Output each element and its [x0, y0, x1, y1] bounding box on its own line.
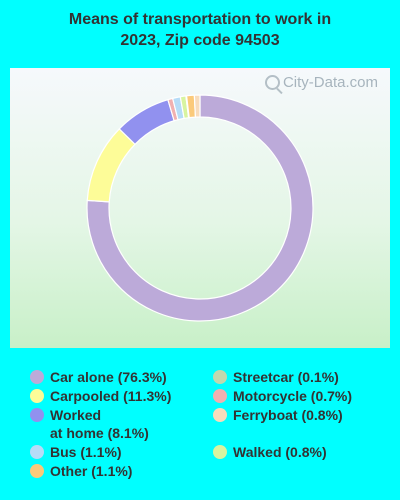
legend-swatch [30, 370, 44, 384]
donut-slice-car-alone [86, 94, 314, 322]
legend-swatch [213, 408, 227, 422]
chart-title: Means of transportation to work in 2023,… [0, 9, 400, 51]
legend-item: Worked at home (8.1%) [30, 406, 149, 442]
legend-item: Car alone (76.3%) [30, 368, 167, 386]
legend-item: Carpooled (11.3%) [30, 387, 171, 405]
donut-slice-carpooled [86, 128, 136, 203]
legend-label: Streetcar (0.1%) [233, 369, 339, 385]
legend-label: Ferryboat (0.8%) [233, 407, 343, 423]
legend-label: Other (1.1%) [50, 463, 133, 479]
donut-slice-ferryboat [193, 94, 201, 118]
legend-swatch [30, 464, 44, 478]
legend-label: Bus (1.1%) [50, 444, 122, 460]
legend-swatch [30, 445, 44, 459]
legend-label: Motorcycle (0.7%) [233, 388, 353, 404]
chart-title-line-2: 2023, Zip code 94503 [120, 32, 280, 49]
legend-swatch [213, 445, 227, 459]
legend-swatch [213, 389, 227, 403]
legend-label: Carpooled (11.3%) [50, 388, 172, 404]
legend-label: Car alone (76.3%) [50, 369, 167, 385]
watermark: City-Data.com [264, 74, 378, 91]
legend-item: Motorcycle (0.7%) [213, 387, 352, 405]
legend-item: Other (1.1%) [30, 462, 132, 480]
watermark-text: City-Data.com [282, 74, 378, 91]
legend-swatch [30, 389, 44, 403]
legend-swatch [30, 408, 44, 422]
legend-item: Walked (0.8%) [213, 443, 327, 461]
donut-chart [86, 94, 314, 322]
plot-area: City-Data.com [10, 68, 390, 348]
legend-item: Bus (1.1%) [30, 443, 122, 461]
legend-item: Ferryboat (0.8%) [213, 406, 343, 424]
donut-slice-worked-at-home [118, 98, 175, 146]
chart-title-line-1: Means of transportation to work in [68, 11, 332, 28]
magnifier-icon [264, 75, 280, 90]
legend-swatch [213, 370, 227, 384]
legend-item: Streetcar (0.1%) [213, 368, 339, 386]
legend-label: Walked (0.8%) [233, 444, 327, 460]
legend-label: Worked at home (8.1%) [50, 407, 149, 441]
